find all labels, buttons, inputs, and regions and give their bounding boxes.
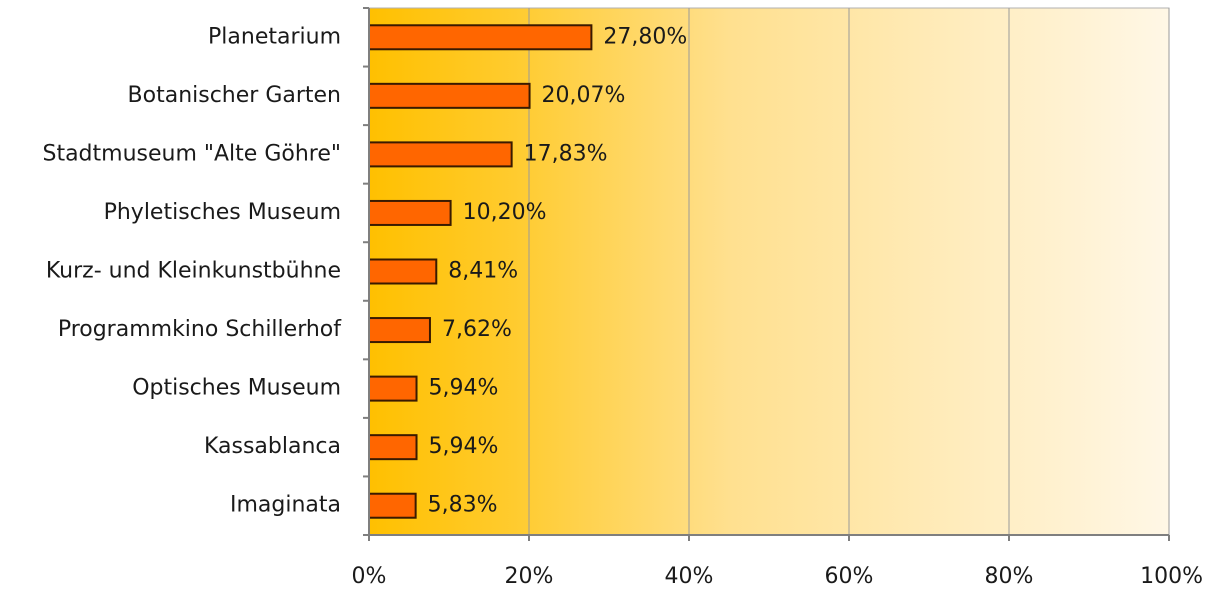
category-label: Botanischer Garten bbox=[128, 83, 341, 108]
value-label: 17,83% bbox=[524, 141, 608, 166]
value-label: 8,41% bbox=[448, 259, 518, 284]
bar-0 bbox=[368, 24, 593, 51]
x-tick-label: 20% bbox=[505, 564, 554, 589]
category-label: Programmkino Schillerhof bbox=[58, 317, 342, 342]
bar-7 bbox=[368, 434, 418, 461]
x-tick-label: 60% bbox=[825, 564, 874, 589]
bar-8 bbox=[368, 492, 417, 519]
x-tick-labels: 0% 20% 40% 60% 80% 100% bbox=[352, 564, 1203, 589]
value-label: 10,20% bbox=[463, 200, 547, 225]
value-label: 7,62% bbox=[442, 317, 512, 342]
bar-4 bbox=[368, 258, 438, 285]
axes bbox=[363, 7, 1170, 541]
category-label: Kassablanca bbox=[204, 434, 341, 459]
value-label: 5,94% bbox=[429, 376, 499, 401]
value-label: 5,94% bbox=[429, 434, 499, 459]
category-label: Optisches Museum bbox=[132, 376, 341, 401]
category-labels: Planetarium Botanischer Garten Stadtmuseum… bbox=[42, 24, 342, 517]
bar-2 bbox=[368, 141, 513, 168]
x-tick-label: 100% bbox=[1140, 564, 1203, 589]
bar-1 bbox=[368, 82, 531, 109]
category-label: Phyletisches Museum bbox=[104, 200, 341, 225]
category-label: Kurz- und Kleinkunstbühne bbox=[46, 259, 341, 284]
category-label: Planetarium bbox=[208, 24, 341, 49]
value-label: 20,07% bbox=[542, 83, 626, 108]
x-tick-label: 80% bbox=[985, 564, 1034, 589]
category-label: Imaginata bbox=[230, 493, 341, 518]
category-label: Stadtmuseum "Alte Göhre" bbox=[42, 141, 341, 166]
value-label: 27,80% bbox=[603, 24, 687, 49]
bar-5 bbox=[368, 317, 431, 344]
bar-3 bbox=[368, 199, 452, 226]
value-labels: 27,80% 20,07% 17,83% 10,20% 8,41% 7,62% 5,94% 5… bbox=[428, 24, 688, 517]
x-tick-label: 0% bbox=[352, 564, 387, 589]
bar-6 bbox=[368, 375, 418, 402]
value-label: 5,83% bbox=[428, 493, 498, 518]
x-tick-label: 40% bbox=[665, 564, 714, 589]
